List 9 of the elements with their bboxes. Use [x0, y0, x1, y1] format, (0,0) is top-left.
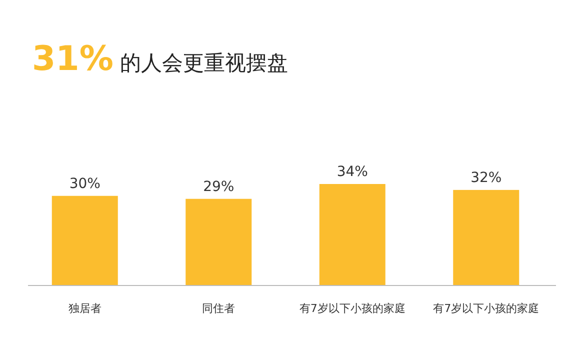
title: 31% 的人会更重视摆盘: [32, 39, 288, 79]
data-label: 34%: [336, 164, 368, 180]
x-tick-label: 有7岁以下小孩的家庭: [299, 302, 406, 315]
data-label: 29%: [203, 178, 234, 195]
x-tick-label: 独居者: [68, 302, 102, 315]
data-label: 30%: [69, 176, 100, 192]
data-label: 32%: [470, 170, 502, 186]
x-tick-label: 有7岁以下小孩的家庭: [433, 302, 540, 315]
x-tick-label: 同住者: [202, 302, 236, 315]
